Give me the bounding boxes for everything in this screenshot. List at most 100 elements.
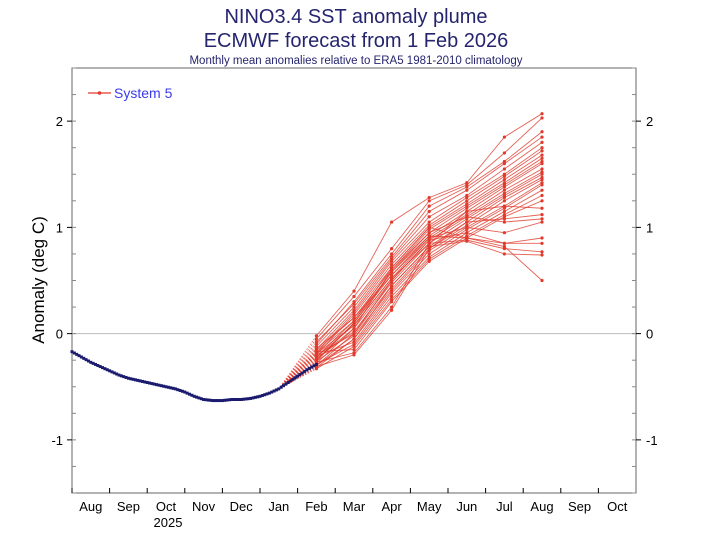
forecast-point — [390, 291, 394, 295]
observed-point — [211, 399, 215, 403]
observed-point — [162, 384, 166, 388]
forecast-point — [465, 188, 469, 192]
x-tick-label: Feb — [305, 499, 327, 514]
observed-point — [296, 374, 300, 378]
forecast-point — [465, 209, 469, 214]
x-tick-label: Nov — [192, 499, 216, 514]
observed-point — [185, 391, 189, 395]
forecast-point — [502, 188, 506, 192]
y-tick-label-right: 1 — [646, 220, 653, 235]
observed-point — [209, 398, 213, 402]
y-tick-label-left: 1 — [56, 220, 63, 235]
forecast-point — [540, 130, 544, 134]
forecast-point — [352, 326, 356, 330]
x-tick-label: Dec — [230, 499, 254, 514]
forecast-point — [502, 196, 506, 200]
observed-point — [101, 366, 105, 370]
observed-point — [218, 399, 222, 403]
forecast-point — [314, 337, 318, 341]
forecast-point — [390, 294, 394, 299]
forecast-point — [465, 206, 469, 210]
forecast-point — [540, 172, 544, 176]
forecast-point — [540, 220, 544, 224]
observed-point — [303, 369, 307, 373]
forecast-spinup-line — [278, 354, 317, 390]
observed-point — [148, 381, 152, 385]
observed-point — [77, 354, 81, 358]
y-tick-label-left: 0 — [56, 327, 63, 342]
forecast-point — [314, 351, 318, 355]
forecast-point — [540, 188, 544, 192]
observed-point — [190, 393, 194, 397]
observed-point — [152, 382, 156, 386]
x-tick-label: May — [417, 499, 442, 514]
forecast-point — [502, 199, 506, 203]
observed-point — [293, 376, 297, 380]
forecast-spinup-line — [278, 357, 317, 390]
forecast-point — [352, 337, 356, 341]
observed-point — [204, 398, 208, 402]
observed-point — [227, 398, 231, 402]
observed-point — [188, 392, 191, 396]
forecast-point — [390, 252, 394, 256]
observed-point — [270, 390, 274, 394]
x-tick-label: Mar — [343, 499, 366, 514]
forecast-point — [540, 206, 544, 210]
x-tick-label: Jun — [456, 499, 477, 514]
observed-point — [159, 384, 163, 388]
observed-point — [298, 373, 302, 377]
forecast-point — [540, 213, 544, 217]
observed-point — [314, 362, 318, 366]
y-tick-label-left: 2 — [56, 114, 63, 129]
forecast-point — [314, 340, 318, 344]
forecast-point — [352, 302, 356, 306]
observed-point — [256, 395, 260, 399]
forecast-point — [352, 323, 356, 327]
forecast-point — [465, 199, 469, 203]
forecast-point — [352, 294, 356, 299]
forecast-point — [352, 289, 356, 293]
observed-point — [258, 394, 262, 398]
y-axis-label: Anomaly (deg C) — [29, 216, 48, 344]
forecast-point — [427, 241, 431, 245]
observed-point — [274, 388, 278, 392]
y-tick-label-left: -1 — [51, 433, 63, 448]
observed-point — [183, 390, 187, 394]
forecast-point — [427, 252, 431, 256]
forecast-point — [427, 244, 431, 249]
observed-point — [173, 387, 177, 391]
observed-point — [192, 394, 196, 398]
observed-point — [110, 370, 114, 374]
observed-point — [312, 364, 316, 368]
forecast-point — [502, 244, 506, 249]
observed-point — [199, 397, 203, 401]
observed-point — [239, 398, 243, 401]
forecast-spinup-line — [278, 341, 317, 390]
forecast-point — [390, 300, 394, 304]
observed-point — [253, 395, 257, 399]
observed-point — [122, 375, 126, 379]
forecast-point — [427, 204, 431, 208]
legend-marker-icon — [97, 91, 102, 95]
forecast-members — [278, 112, 544, 390]
observed-point — [72, 351, 76, 355]
observed-point — [141, 379, 144, 383]
forecast-point — [352, 344, 356, 348]
y-tick-label-right: 2 — [646, 114, 653, 129]
observed-point — [225, 398, 229, 402]
forecast-point — [540, 153, 544, 157]
forecast-point — [390, 262, 394, 267]
observed-point — [237, 398, 241, 401]
forecast-point — [540, 193, 544, 198]
forecast-point — [465, 236, 469, 240]
forecast-point — [502, 204, 506, 208]
forecast-point — [390, 270, 394, 274]
forecast-point — [427, 231, 431, 235]
observed-point — [164, 385, 168, 389]
forecast-point — [427, 209, 431, 214]
forecast-point — [390, 305, 394, 309]
observed-point — [305, 368, 309, 372]
forecast-spinup-line — [278, 335, 317, 390]
observed-point — [112, 371, 116, 375]
